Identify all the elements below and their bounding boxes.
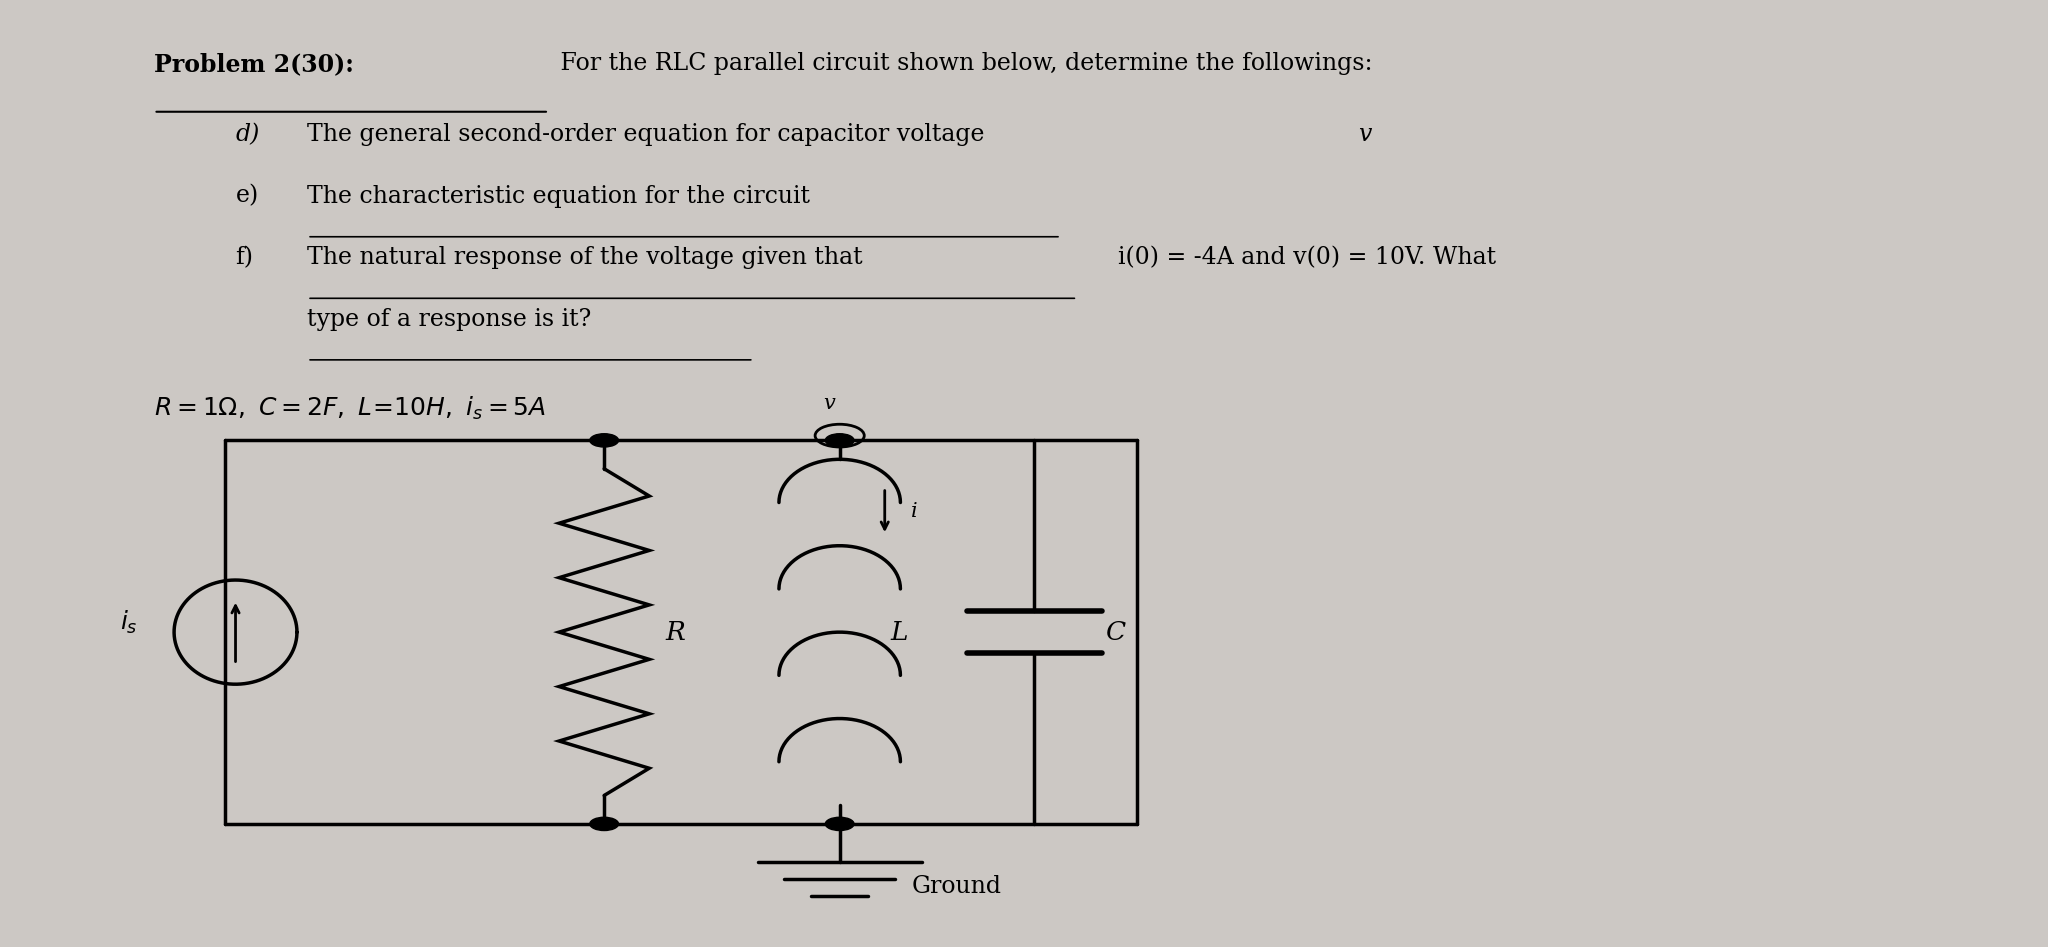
Circle shape xyxy=(590,817,618,831)
Text: v: v xyxy=(823,394,836,413)
Text: Problem 2(30):: Problem 2(30): xyxy=(154,52,354,76)
Text: R: R xyxy=(666,619,686,645)
Text: C: C xyxy=(1106,619,1126,645)
Text: i(0) = -4A and v(0) = 10V. What: i(0) = -4A and v(0) = 10V. What xyxy=(1118,246,1497,269)
Text: $R= 1\Omega,\ C=2F,\ L\!=\!10H,\ i_s= 5A$: $R= 1\Omega,\ C=2F,\ L\!=\!10H,\ i_s= 5A… xyxy=(154,395,545,422)
Text: f): f) xyxy=(236,246,254,269)
Text: type of a response is it?: type of a response is it? xyxy=(307,308,592,331)
Text: v: v xyxy=(1358,123,1372,146)
Text: i: i xyxy=(911,502,918,521)
Circle shape xyxy=(825,817,854,831)
Text: Ground: Ground xyxy=(911,875,1001,898)
Text: d): d) xyxy=(236,123,260,146)
Text: For the RLC parallel circuit shown below, determine the followings:: For the RLC parallel circuit shown below… xyxy=(553,52,1372,75)
Text: The natural response of the voltage given that: The natural response of the voltage give… xyxy=(307,246,870,269)
Circle shape xyxy=(825,434,854,447)
Text: $i_s$: $i_s$ xyxy=(119,609,137,636)
Text: e): e) xyxy=(236,185,258,207)
Text: The characteristic equation for the circuit: The characteristic equation for the circ… xyxy=(307,185,811,207)
Circle shape xyxy=(590,434,618,447)
Text: L: L xyxy=(891,619,909,645)
Text: The general second-order equation for capacitor voltage: The general second-order equation for ca… xyxy=(307,123,991,146)
